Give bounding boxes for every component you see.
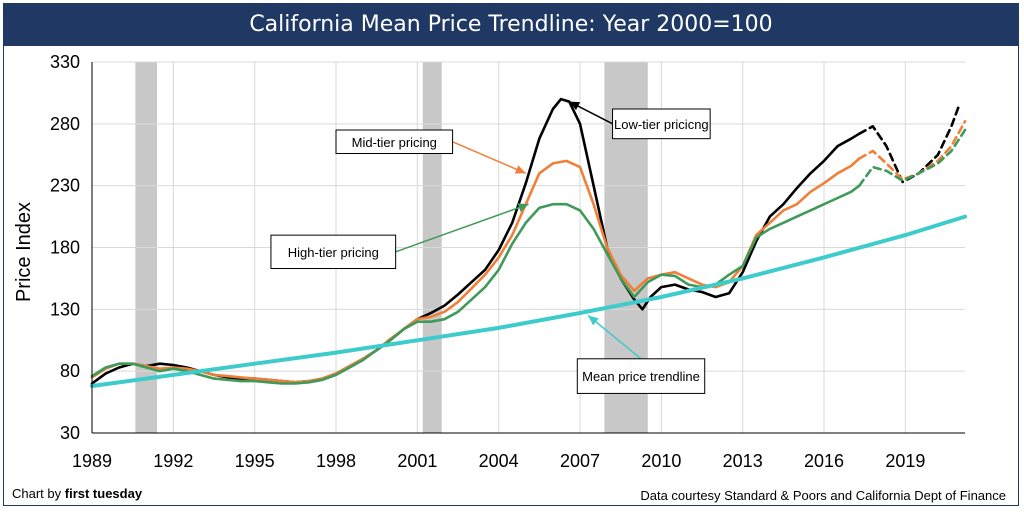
- x-tick-label: 2007: [560, 451, 600, 471]
- series-line-high: [90, 184, 861, 385]
- x-tick-label: 2016: [804, 451, 844, 471]
- x-tick-label: 2013: [723, 451, 763, 471]
- x-tick-label: 1998: [316, 451, 356, 471]
- x-tick-label: 2010: [641, 451, 681, 471]
- series-line-low: [90, 97, 861, 385]
- data-source: Data courtesy Standard & Poors and Calif…: [640, 488, 1006, 503]
- callouts: Low-tier pricicng Mid-tier pricing High-ti…: [270, 100, 711, 394]
- callout-box: [612, 108, 711, 140]
- series-lines: [90, 97, 967, 388]
- series-line-low-projection: [857, 102, 961, 184]
- y-axis-label: Price Index: [13, 202, 35, 302]
- callout-label: Mean price trendline: [582, 369, 700, 384]
- x-tick-label: 2001: [397, 451, 437, 471]
- x-tick-label: 1995: [235, 451, 275, 471]
- x-tick-label: 1989: [72, 451, 112, 471]
- callout-arrow-line: [395, 203, 529, 253]
- callout-box: [576, 358, 706, 394]
- callout-box: [270, 234, 397, 270]
- callout-box: [335, 129, 454, 155]
- callout-arrow-head: [514, 165, 526, 174]
- x-tick-label: 1992: [153, 451, 193, 471]
- callout-arrow-line: [452, 141, 527, 174]
- credit-brand: first tuesday: [64, 486, 143, 501]
- series-line-trend: [90, 214, 967, 388]
- callout-label: Low-tier pricicng: [614, 117, 709, 132]
- chart-title: California Mean Price Trendline: Year 20…: [4, 4, 1018, 46]
- y-tick-label: 280: [50, 114, 80, 134]
- y-tick-label: 230: [50, 176, 80, 196]
- series-line-high-projection: [857, 128, 967, 187]
- callout-label: Mid-tier pricing: [352, 135, 437, 150]
- y-tick-label: 330: [50, 52, 80, 72]
- chart-frame: [3, 3, 1019, 506]
- callout-arrow-line: [587, 314, 642, 360]
- callout-label: High-tier pricing: [288, 245, 379, 260]
- series-line-mid: [90, 157, 861, 384]
- y-tick-label: 30: [60, 423, 80, 443]
- callout-arrow-head: [517, 203, 529, 212]
- y-tick-label: 130: [50, 299, 80, 319]
- x-tick-label: 2004: [479, 451, 519, 471]
- x-tick-label: 2019: [885, 451, 925, 471]
- callout-arrow-head: [569, 101, 581, 111]
- chart-credit: Chart by first tuesday: [12, 486, 142, 501]
- y-tick-label: 80: [60, 361, 80, 381]
- callout-arrow-head: [588, 315, 599, 326]
- credit-prefix: Chart by: [12, 486, 65, 501]
- y-tick-label: 180: [50, 238, 80, 258]
- axes: 30 80 130 180 230 280 330 1989 1992 1995 1998 2001 2…: [50, 52, 965, 471]
